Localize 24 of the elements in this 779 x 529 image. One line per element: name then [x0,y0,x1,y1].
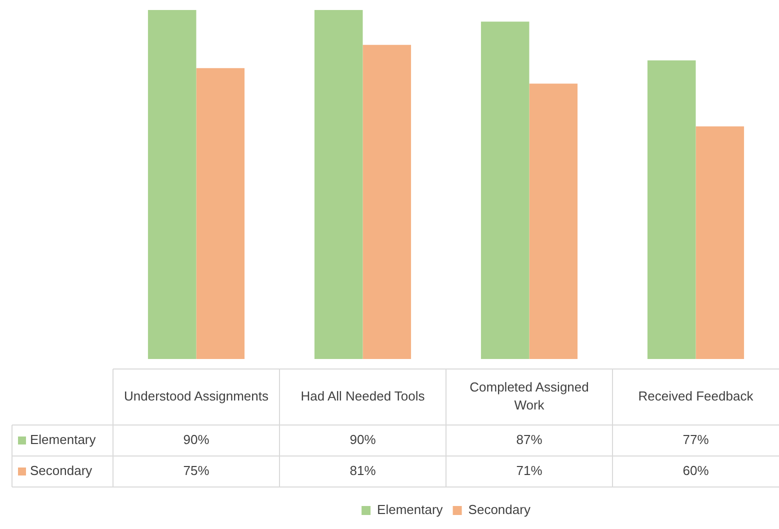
bar [148,10,196,359]
text: Elementary [377,502,443,518]
x-tick-label: Had All Needed Tools [300,388,426,404]
x-tick-label: Completed Assigned Work [470,380,589,413]
data-label: 90% [350,432,376,448]
bar [529,84,578,359]
bar [480,22,530,359]
bar [647,60,696,359]
text: Secondary [30,463,92,478]
data-label: 60% [682,463,710,478]
data-label: 75% [183,463,210,478]
x-tick-label: Understood Assignments [124,388,270,404]
bar [196,68,245,359]
bar [362,44,412,359]
data-label: 77% [682,432,710,448]
bar [314,10,363,359]
data-label: 71% [516,463,543,478]
x-tick-label: Received Feedback [638,388,754,404]
legend-label: Elementary [30,432,96,448]
data-label: 87% [516,432,543,448]
data-label: 81% [350,463,376,478]
legend-label: Secondary [468,502,531,518]
bar [696,126,744,359]
data-label: 90% [183,432,210,448]
